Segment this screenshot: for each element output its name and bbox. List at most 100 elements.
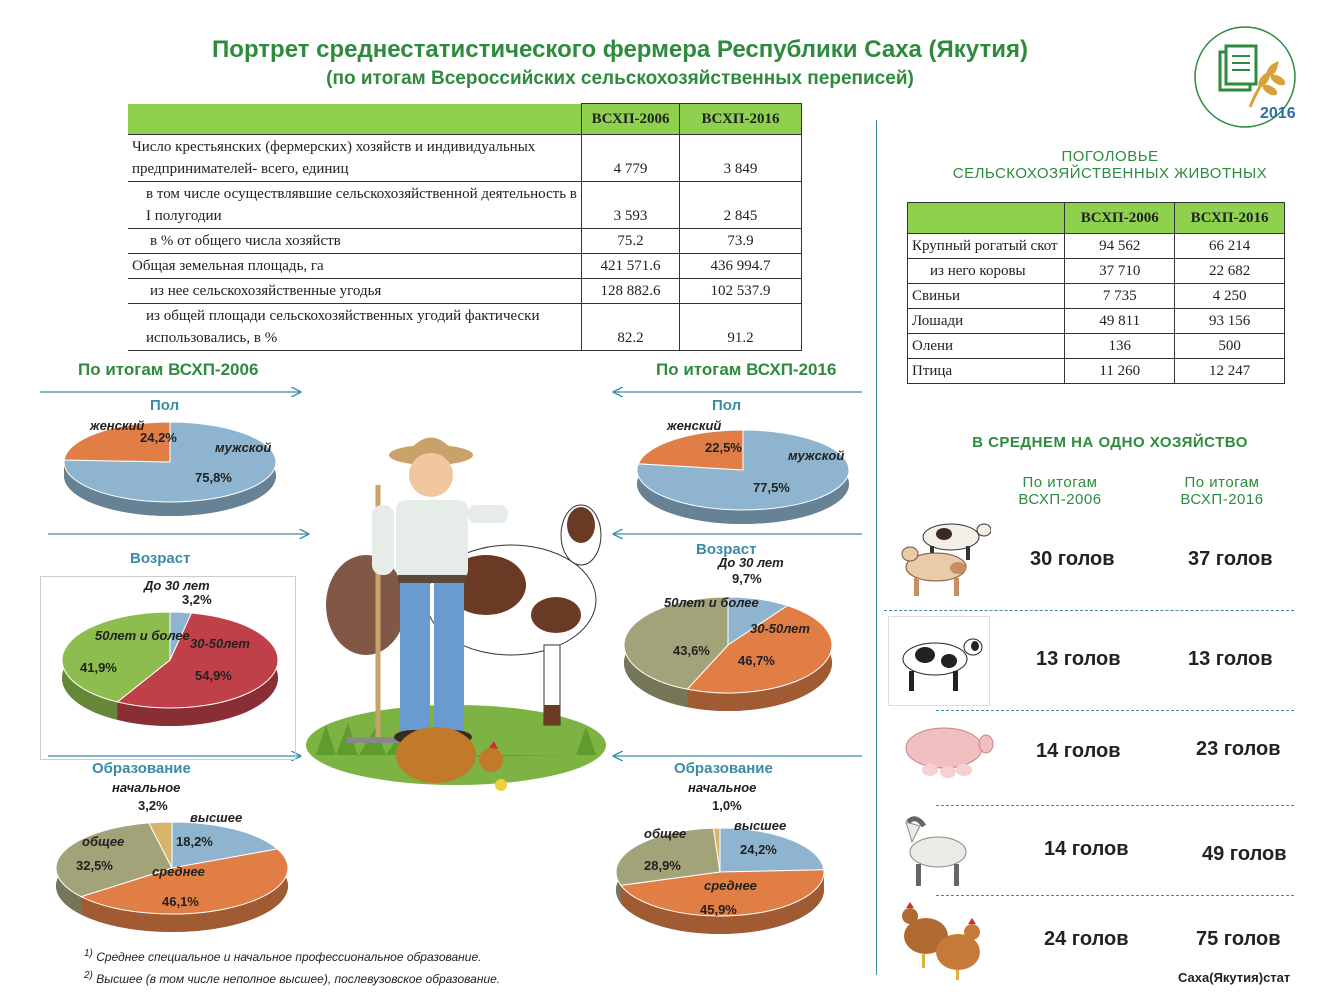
pie-slice-label: женский [89,418,144,433]
table-row: в % от общего числа хозяйств 75.2 73.9 [128,228,802,254]
table-row: из него коровы 37 710 22 682 [906,258,1285,284]
pie-slice-side [687,605,832,711]
per-farm-col-2006: По итогам ВСХП-2006 [1018,474,1102,508]
pie-slice-label: 30-50лет [750,621,810,636]
pie-slice-percent: 41,9% [80,660,117,675]
pie-slice-label: среднее [704,878,757,893]
column-header: ВСХП-2006 [1064,202,1176,234]
pie-slice-label: высшее [190,810,242,825]
connector-arrows [40,0,862,1008]
pie-slice-side [620,869,824,934]
pie-slice [63,421,277,503]
table-row: в том числе осуществлявшие сельскохозяйс… [128,181,802,229]
pie-slice [79,848,289,915]
pie-slice [719,827,825,873]
chicken-icon [896,900,986,987]
table-row: из нее сельскохозяйственные угодья 128 8… [128,278,802,304]
pie-slice-percent: 18,2% [176,834,213,849]
pie-slice [615,827,721,886]
row-separator [936,805,1294,806]
pie-slice-percent: 22,5% [705,440,742,455]
pie-charts: мужской75,8%женский24,2%мужской77,5%женс… [55,418,850,934]
page-subtitle: (по итогам Всероссийских сельскохозяйств… [326,68,914,89]
pie-slice-label: До 30 лет [143,578,210,593]
page-title: Портрет среднестатистического фермера Ре… [212,36,1028,63]
footnote-2: 2) Высшее (в том числе неполное высшее),… [84,970,501,986]
livestock-table: ВСХП-2006 ВСХП-2016 Крупный рогатый скот… [906,202,1285,384]
table-row: Олени 136 500 [906,333,1285,359]
per-farm-value-2016: 13 голов [1188,648,1273,670]
per-farm-value-2016: 23 голов [1196,738,1281,760]
per-farm-value-2016: 49 голов [1202,843,1287,865]
pie-slice-side [81,848,288,932]
farmer-illustration [296,425,616,820]
source-label: Саха(Якутия)стат [1178,970,1291,985]
section-2006-title: По итогам ВСХП-2006 [78,360,259,379]
per-farm-col-2016: По итогам ВСХП-2016 [1180,474,1264,508]
pie-slice-percent: 24,2% [140,430,177,445]
pie-slice-label: мужской [788,448,844,463]
pie-slice [636,429,850,511]
per-farm-value-2006: 14 голов [1044,838,1129,860]
table-row: из общей площади сельскохозяйственных уг… [128,303,802,351]
per-farm-title: В СРЕДНЕМ НА ОДНО ХОЗЯЙСТВО [972,434,1248,451]
pie-slice-percent: 43,6% [673,643,710,658]
pie-slice [55,822,173,898]
pie-slice-label: начальное [688,780,756,795]
pie-title-edu-2006: Образование [92,760,191,777]
pie-slice-percent: 46,7% [738,653,775,668]
pie-slice-label: 50лет и более [664,595,759,610]
pie-slice [116,612,279,709]
per-farm-value-2006: 24 голов [1044,928,1129,950]
table-row: Птица 11 260 12 247 [906,358,1285,384]
column-header: ВСХП-2006 [581,103,681,135]
pie-slice-percent: 75,8% [195,470,232,485]
pie-slice [637,429,744,471]
row-separator [936,895,1294,896]
pie-slice-percent: 77,5% [753,480,790,495]
pie-slice-percent: 3,2% [182,592,212,607]
table-row: Свиньи 7 735 4 250 [906,283,1285,309]
pie-slice-percent: 54,9% [195,668,232,683]
row-separator [936,710,1294,711]
pie-title-gender-2006: Пол [150,397,180,414]
age-2006-frame [40,576,296,760]
pie-slice-label: женский [666,418,721,433]
vertical-divider [876,120,877,975]
pie-chart: высшее 24,2% среднее 45,9% общее 28,9% начальн… [615,780,825,934]
horse-icon [898,812,978,897]
row-separator [884,610,1294,611]
pie-title-edu-2016: Образование [674,760,773,777]
pie-slice-label: мужской [215,440,271,455]
pie-slice-percent: 45,9% [700,902,737,917]
pie-chart: высшее 18,2% среднее 46,1% общее 32,5% начальн… [55,780,289,932]
column-header: ВСХП-2016 [1174,202,1285,234]
cow-icon [888,616,990,706]
pie-slice-label: высшее [734,818,786,833]
pie-slice-percent: 28,9% [644,858,681,873]
pie-chart: мужской 77,5% женский 22,5% [636,418,850,524]
pie-title-age-2006: Возраст [130,550,191,567]
pie-slice-label: 50лет и более [95,628,190,643]
pie-title-gender-2016: Пол [712,397,742,414]
pie-slice-label: среднее [152,864,205,879]
pie-slice [686,605,833,694]
table-row: Крупный рогатый скот 94 562 66 214 [906,233,1285,259]
livestock-title: ПОГОЛОВЬЕ СЕЛЬСКОХОЗЯЙСТВЕННЫХ ЖИВОТНЫХ [952,148,1268,182]
per-farm-value-2006: 14 голов [1036,740,1121,762]
pie-slice [712,827,721,873]
table-row: Общая земельная площадь, га 421 571.6 43… [128,253,802,279]
per-farm-value-2016: 75 голов [1196,928,1281,950]
per-farm-value-2006: 13 голов [1036,648,1121,670]
pie-title-age-2016: Возраст [696,541,757,558]
pie-slice-percent: 1,0% [712,798,742,813]
section-2016-title: По итогам ВСХП-2016 [656,360,837,379]
pie-slice [63,421,171,463]
pie-slice [148,821,173,869]
pie-slice-label: общее [644,826,686,841]
pie-slice-label: До 30 лет [717,555,784,570]
pie-slice [61,611,171,703]
